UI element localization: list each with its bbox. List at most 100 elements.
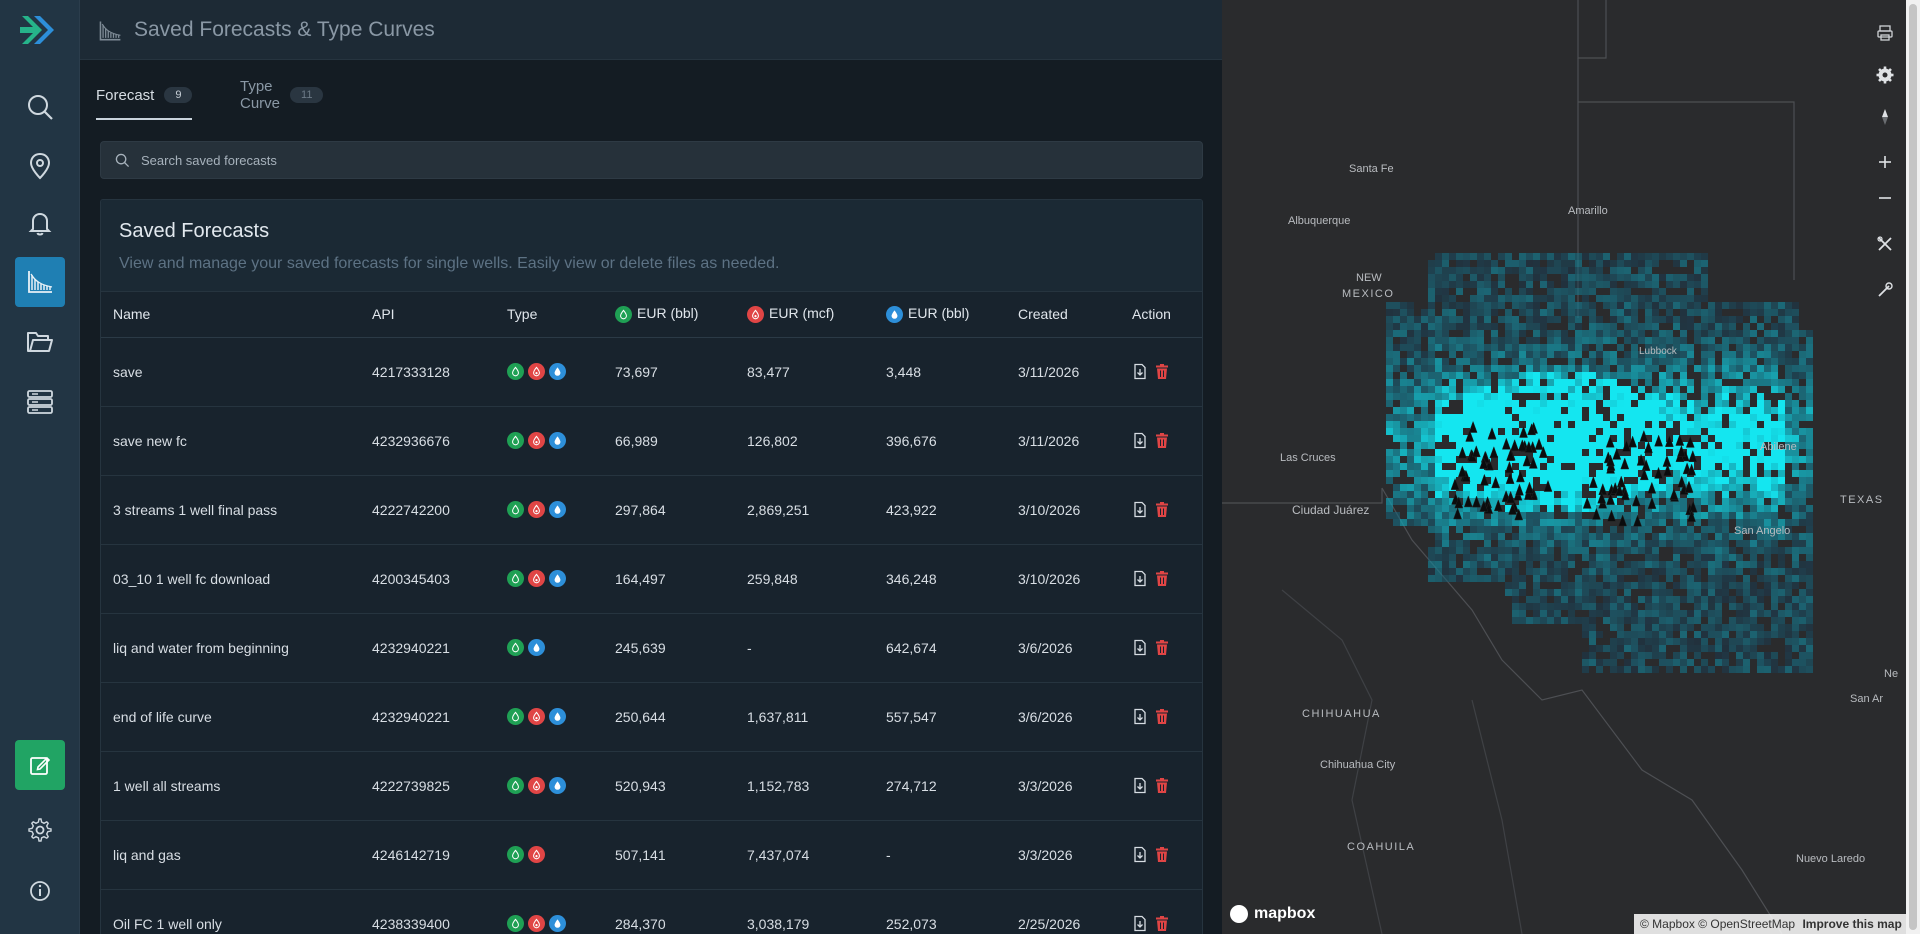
map-label: Ne xyxy=(1884,668,1898,680)
water-drop-icon xyxy=(549,777,566,795)
cell-action xyxy=(1120,682,1202,752)
edit-nav-button[interactable] xyxy=(15,740,65,790)
download-file-icon[interactable] xyxy=(1132,570,1148,587)
column-header-api[interactable]: API xyxy=(360,292,495,338)
delete-icon[interactable] xyxy=(1154,915,1170,932)
card-subtitle: View and manage your saved forecasts for… xyxy=(119,255,780,272)
map-labels: Santa Fe Albuquerque Amarillo NEW MEXICO Lubb… xyxy=(1280,163,1898,865)
search-input[interactable] xyxy=(141,150,1181,170)
map-pin-nav-button[interactable] xyxy=(15,141,65,191)
chart-icon xyxy=(28,271,53,293)
attribution-text[interactable]: © Mapbox © OpenStreetMap xyxy=(1640,917,1796,931)
cell-eur-oil: 164,497 xyxy=(603,544,735,614)
column-header-type[interactable]: Type xyxy=(495,292,603,338)
compass-button[interactable] xyxy=(1870,102,1900,132)
cell-type xyxy=(495,889,603,934)
delete-icon[interactable] xyxy=(1154,501,1170,518)
delete-icon[interactable] xyxy=(1154,363,1170,380)
download-file-icon[interactable] xyxy=(1132,501,1148,518)
cell-type xyxy=(495,475,603,545)
table-row[interactable]: 03_10 1 well fc download 4200345403 164,… xyxy=(101,544,1202,614)
cell-type xyxy=(495,406,603,476)
table-row[interactable]: save new fc 4232936676 66,989 126,802 39… xyxy=(101,406,1202,476)
cell-api: 4217333128 xyxy=(360,337,495,407)
app-logo[interactable] xyxy=(16,12,64,48)
tab-type-curve[interactable]: Type Curve 11 xyxy=(240,70,324,120)
search-icon xyxy=(28,95,53,120)
scrollbar-thumb[interactable] xyxy=(1909,4,1917,930)
map-label: TEXAS xyxy=(1840,494,1884,506)
download-file-icon[interactable] xyxy=(1132,915,1148,932)
oil-drop-icon xyxy=(507,639,524,657)
map-pin-icon xyxy=(29,152,51,180)
info-icon xyxy=(30,881,50,901)
page-scrollbar[interactable] xyxy=(1906,0,1920,934)
table-row[interactable]: end of life curve 4232940221 250,644 1,6… xyxy=(101,682,1202,752)
oil-drop-icon xyxy=(507,432,524,450)
table-row[interactable]: 3 streams 1 well final pass 4222742200 2… xyxy=(101,475,1202,545)
tab-forecast[interactable]: Forecast 9 xyxy=(96,70,193,120)
cell-action xyxy=(1120,820,1202,890)
servers-nav-button[interactable] xyxy=(15,377,65,427)
cell-eur-oil: 297,864 xyxy=(603,475,735,545)
compass-icon xyxy=(1882,109,1888,125)
sidebar xyxy=(0,0,80,934)
map-canvas[interactable]: Santa Fe Albuquerque Amarillo NEW MEXICO Lubb… xyxy=(1222,0,1906,934)
zoom-out-button[interactable] xyxy=(1870,183,1900,213)
download-file-icon[interactable] xyxy=(1132,432,1148,449)
cell-type xyxy=(495,751,603,821)
delete-icon[interactable] xyxy=(1154,570,1170,587)
cell-created: 3/10/2026 xyxy=(1006,544,1120,614)
tools-button[interactable] xyxy=(1870,229,1900,259)
map-label: MEXICO xyxy=(1342,288,1394,300)
card-title: Saved Forecasts xyxy=(119,220,270,242)
delete-icon[interactable] xyxy=(1154,639,1170,656)
download-file-icon[interactable] xyxy=(1132,639,1148,656)
info-nav-button[interactable] xyxy=(15,866,65,916)
download-file-icon[interactable] xyxy=(1132,777,1148,794)
table-row[interactable]: liq and water from beginning 4232940221 … xyxy=(101,613,1202,683)
gas-flame-icon xyxy=(528,501,545,519)
cell-action xyxy=(1120,337,1202,407)
column-header-eur-gas[interactable]: EUR (mcf) xyxy=(735,292,874,338)
cell-api: 4238339400 xyxy=(360,889,495,934)
map-view[interactable]: Santa Fe Albuquerque Amarillo NEW MEXICO Lubb… xyxy=(1222,0,1906,934)
bell-icon xyxy=(28,212,52,236)
delete-icon[interactable] xyxy=(1154,777,1170,794)
cell-created: 3/10/2026 xyxy=(1006,475,1120,545)
measure-button[interactable] xyxy=(1870,275,1900,305)
table-row[interactable]: 1 well all streams 4222739825 520,943 1,… xyxy=(101,751,1202,821)
improve-map-link[interactable]: Improve this map xyxy=(1802,917,1902,931)
map-settings-button[interactable] xyxy=(1870,60,1900,90)
cell-eur-oil: 284,370 xyxy=(603,889,735,934)
column-header-name[interactable]: Name xyxy=(101,292,360,338)
download-file-icon[interactable] xyxy=(1132,846,1148,863)
column-header-eur-water[interactable]: EUR (bbl) xyxy=(874,292,1006,338)
column-header-created[interactable]: Created xyxy=(1006,292,1120,338)
table-row[interactable]: Oil FC 1 well only 4238339400 284,370 3,… xyxy=(101,889,1202,934)
delete-icon[interactable] xyxy=(1154,708,1170,725)
forecast-nav-button[interactable] xyxy=(15,257,65,307)
notifications-nav-button[interactable] xyxy=(15,198,65,248)
table-row[interactable]: liq and gas 4246142719 507,141 7,437,074… xyxy=(101,820,1202,890)
folder-nav-button[interactable] xyxy=(15,317,65,367)
cell-type xyxy=(495,682,603,752)
print-button[interactable] xyxy=(1870,18,1900,48)
cell-name: liq and water from beginning xyxy=(101,613,360,683)
mapbox-logo[interactable]: mapbox xyxy=(1230,905,1315,923)
cell-eur-gas: 83,477 xyxy=(735,337,874,407)
search-nav-button[interactable] xyxy=(15,82,65,132)
cell-eur-water: 642,674 xyxy=(874,613,1006,683)
table-row[interactable]: save 4217333128 73,697 83,477 3,448 3/11… xyxy=(101,337,1202,407)
cell-name: Oil FC 1 well only xyxy=(101,889,360,934)
delete-icon[interactable] xyxy=(1154,432,1170,449)
server-icon xyxy=(27,390,53,414)
zoom-in-button[interactable] xyxy=(1870,147,1900,177)
delete-icon[interactable] xyxy=(1154,846,1170,863)
download-file-icon[interactable] xyxy=(1132,363,1148,380)
download-file-icon[interactable] xyxy=(1132,708,1148,725)
settings-nav-button[interactable] xyxy=(15,805,65,855)
column-header-eur-oil[interactable]: EUR (bbl) xyxy=(603,292,735,338)
cell-type xyxy=(495,544,603,614)
cell-eur-oil: 520,943 xyxy=(603,751,735,821)
